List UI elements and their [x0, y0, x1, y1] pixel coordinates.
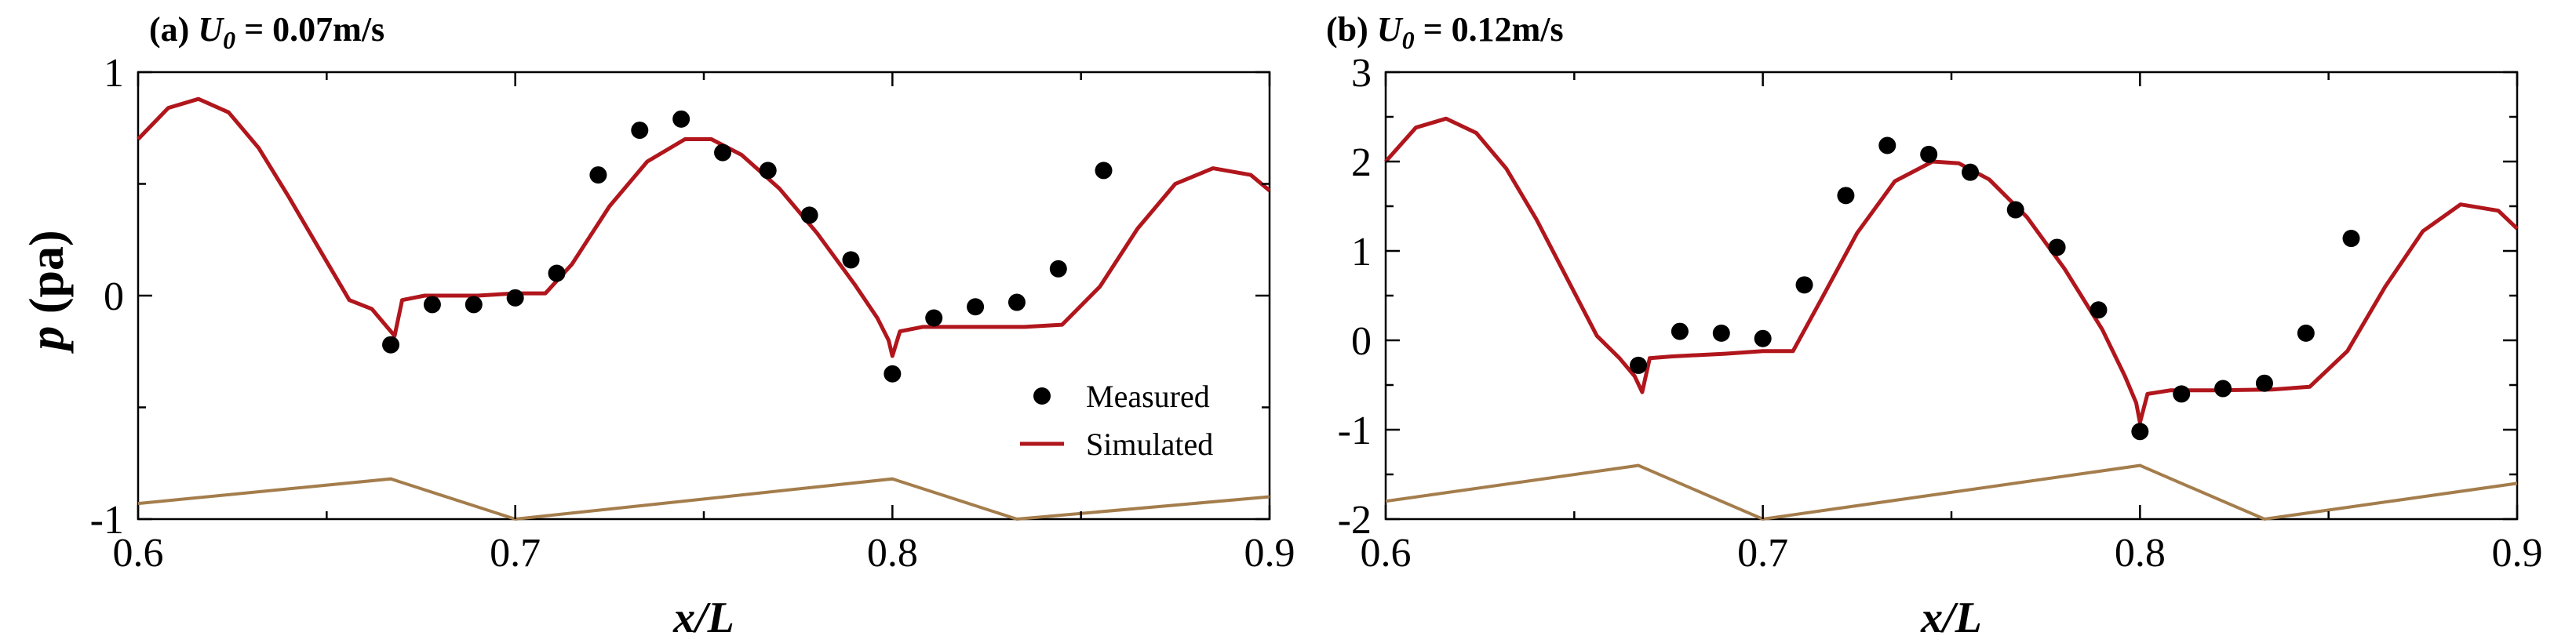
panel-a-x-ticks: 0.6 0.7 0.8 0.9 — [113, 72, 1295, 576]
panel-a-y-tick-label: 0 — [104, 274, 124, 319]
panel-b-geometry-profile-line — [1385, 463, 2518, 521]
panel-b-measured-point — [1795, 276, 1813, 294]
panel-a-x-axis-label: x/L — [672, 594, 734, 642]
panel-b-plot-frame — [1384, 71, 2519, 521]
panel-b-x-tick-label: 0.7 — [1737, 531, 1788, 576]
panel-b-y-tick-label: 3 — [1351, 51, 1372, 96]
panel-b-measured-point — [2297, 324, 2315, 342]
panel-a-measured-point — [589, 166, 607, 184]
panel-b-title: (b) U0 = 0.12m/s — [1326, 10, 1564, 54]
panel-a-measured-point — [1007, 293, 1026, 311]
panel-a-measured-point — [759, 162, 777, 180]
panel-b-measured-point — [1754, 329, 1772, 347]
panel-a-measured-point — [884, 365, 902, 383]
panel-a-measured-point — [967, 298, 985, 316]
panel-a-measured-point — [800, 206, 818, 224]
panel-a-measured-point — [842, 251, 860, 269]
panel-b-title-value: = 0.12m/s — [1415, 10, 1564, 49]
panel-a-measured-point — [382, 336, 400, 354]
panel-a-measured-point — [672, 110, 690, 128]
panel-b-measured-point — [2214, 380, 2232, 398]
panel-a-measured-point — [1049, 260, 1067, 278]
panel-b-measured-point — [2048, 238, 2066, 256]
panel-b-measured-layer — [1630, 136, 2360, 441]
panel-b-x-tick-label: 0.6 — [1361, 531, 1412, 576]
panel-b-title-subscript: 0 — [1402, 26, 1415, 54]
panel-b-measured-point — [1962, 163, 1980, 181]
panel-a-simulated-line — [137, 96, 1271, 358]
panel-a-title-symbol: U — [198, 10, 224, 49]
panel-a-y-tick-label: -1 — [90, 498, 124, 543]
panel-a-measured-point — [714, 143, 732, 162]
panel-a-x-tick-label: 0.7 — [490, 531, 541, 576]
panel-b-x-axis-label: x/L — [1920, 594, 1982, 642]
panel-b-x-tick-label: 0.9 — [2492, 531, 2543, 576]
panel-a-geometry-layer — [137, 477, 1270, 521]
panel-b-measured-point — [1712, 324, 1730, 342]
panel-b-measured-point — [2006, 201, 2024, 219]
panel-a-measured-point — [423, 296, 441, 314]
panel-a-measured-point — [925, 309, 943, 327]
panel-b-measured-point — [2342, 230, 2360, 248]
panel-b-geometry-layer — [1385, 463, 2518, 521]
panel-b-x-tick-label: 0.8 — [2115, 531, 2166, 576]
legend-measured-marker — [1033, 387, 1051, 405]
panel-b-measured-point — [1671, 322, 1689, 340]
panel-b-label: (b) — [1326, 10, 1368, 49]
panel-a-title-value: = 0.07m/s — [235, 10, 384, 49]
panel-b-measured-point — [1920, 145, 1938, 163]
panel-a-x-tick-label: 0.9 — [1244, 531, 1295, 576]
panel-b-y-ticks: -2 -1 0 1 2 3 — [1338, 51, 2517, 543]
panel-a-measured-point — [465, 296, 483, 314]
panel-a-title-subscript: 0 — [223, 26, 235, 54]
panel-a-measured-point — [1095, 162, 1113, 180]
panel-a-simulated-layer — [137, 96, 1271, 358]
panel-b-measured-point — [2173, 385, 2191, 403]
panel-b-y-tick-label: -2 — [1338, 498, 1372, 543]
y-axis-label-unit: (pa) — [20, 230, 74, 314]
panel-b-simulated-line — [1384, 116, 2519, 425]
panel-b-simulated-layer — [1384, 116, 2519, 425]
panel-a-measured-layer — [382, 110, 1113, 383]
panel-b-y-tick-label: 1 — [1351, 230, 1372, 274]
panel-b-measured-point — [1630, 356, 1648, 374]
panel-a-title: (a) U0 = 0.07m/s — [149, 10, 384, 54]
panel-a-geometry-profile-line — [137, 477, 1270, 521]
panel-a-x-tick-label: 0.6 — [113, 531, 164, 576]
panel-b-y-tick-label: 0 — [1351, 319, 1372, 364]
panel-b-y-tick-label: -1 — [1338, 409, 1372, 453]
panel-a-measured-point — [506, 289, 524, 307]
panel-a-y-ticks: -1 0 1 — [90, 51, 1270, 543]
panel-a-y-tick-label: 1 — [104, 51, 124, 96]
panel-a: (a) U0 = 0.07m/s 0.6 0.7 0.8 0.9 -101 x/L M… — [90, 10, 1295, 642]
y-axis-label-symbol: p — [20, 326, 74, 354]
panel-a-x-tick-label: 0.8 — [867, 531, 918, 576]
panel-b-measured-point — [1837, 187, 1855, 205]
panel-b-measured-point — [2131, 423, 2149, 441]
panel-b-title-symbol: U — [1377, 10, 1404, 49]
panel-a-measured-point — [631, 122, 649, 140]
panel-b-measured-point — [1878, 136, 1896, 154]
panel-a-measured-point — [548, 264, 566, 282]
panel-b-measured-point — [2090, 301, 2108, 319]
panel-b-y-tick-label: 2 — [1351, 140, 1372, 185]
panel-a-label: (a) — [149, 10, 189, 49]
legend-measured-label: Measured — [1086, 379, 1210, 414]
legend: Measured Simulated — [1020, 379, 1213, 462]
panel-b-measured-point — [2255, 374, 2273, 392]
panel-b-x-ticks: 0.6 0.7 0.8 0.9 — [1361, 72, 2543, 576]
y-axis-label: p (pa) — [20, 230, 74, 354]
legend-simulated-label: Simulated — [1086, 427, 1213, 462]
